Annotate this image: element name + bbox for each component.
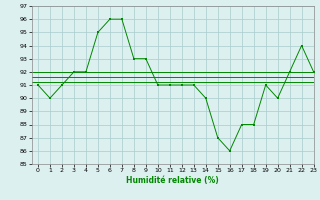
- X-axis label: Humidité relative (%): Humidité relative (%): [126, 176, 219, 185]
